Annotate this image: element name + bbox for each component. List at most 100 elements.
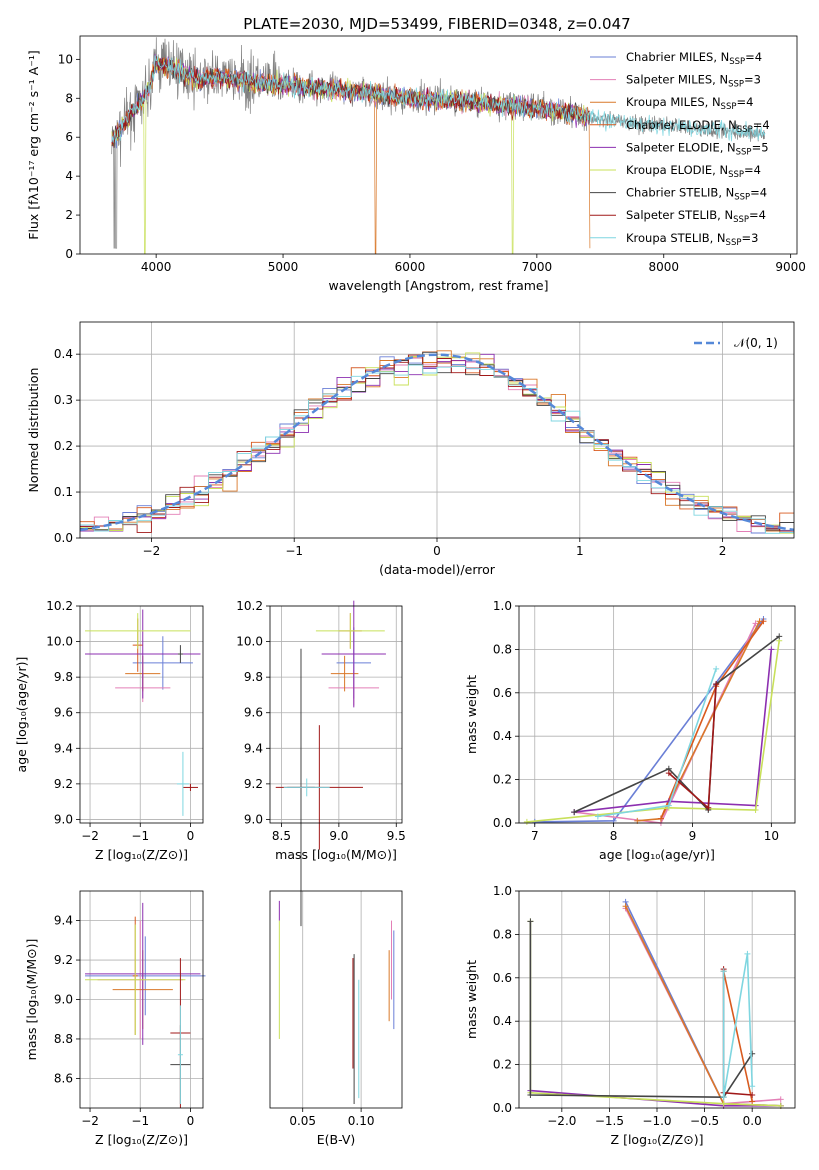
x-axis-label: (data-model)/error	[379, 562, 496, 577]
x-axis-label: E(B-V)	[317, 1132, 356, 1147]
y-tick-label: 9.6	[54, 706, 73, 720]
x-tick-label: 9.0	[329, 829, 348, 843]
y-tick-label: 9.8	[54, 670, 73, 684]
mass-vs-ebv-axes: 0.05 0.10 E(B-V)	[269, 890, 403, 1147]
y-tick-label: 6	[65, 130, 73, 144]
weight-marker	[749, 1050, 756, 1057]
spectrum-axes: 4000 5000 6000 7000 8000 9000 0 2 4 6 8 10 wavelengt…	[26, 35, 806, 293]
legend-label: Chabrier STELIB, NSSP=4	[626, 186, 767, 203]
weight-marker	[571, 809, 578, 816]
x-tick-label: 7000	[522, 260, 553, 274]
x-tick-label: 0	[187, 829, 195, 843]
x-tick-label: −1	[131, 1114, 149, 1128]
x-tick-label: −2.0	[547, 1114, 576, 1128]
weight-line-3	[722, 971, 753, 1102]
y-tick-label: 9.2	[54, 777, 73, 791]
y-tick-label: 2	[65, 208, 73, 222]
x-axis-label: Z [log₁₀(Z/Z⊙)]	[611, 1132, 704, 1147]
legend-tail: =4	[745, 50, 762, 64]
legend-tail: =4	[750, 186, 767, 200]
y-axis-label: mass weight	[464, 675, 479, 754]
y-tick-label: 9.4	[54, 914, 73, 928]
axes-frame	[269, 890, 403, 1109]
weight-marker	[523, 818, 530, 825]
weight-line-4	[574, 649, 773, 813]
y-tick-label: 0.4	[54, 347, 73, 361]
weight-marker	[665, 770, 672, 777]
y-tick-label: 9.4	[244, 741, 263, 755]
legend-sub: SSP	[737, 125, 753, 135]
axes-frame	[79, 35, 798, 255]
weight-marker	[527, 1091, 534, 1098]
legend-tail: =4	[753, 118, 770, 132]
x-axis-label: Z [log₁₀(Z/Z⊙)]	[95, 1132, 188, 1147]
plot-area	[79, 350, 795, 534]
y-tick-label: 8.8	[54, 1032, 73, 1046]
y-tick-label: 0	[65, 247, 73, 261]
y-tick-label: 9.6	[244, 706, 263, 720]
x-tick-label: −2	[143, 544, 161, 558]
age-vs-mass-axes: 8.5 9.0 9.5 9.0 9.2 9.4 9.6 9.8 10.0 10.2 mass [lo…	[236, 599, 406, 927]
legend-label: Salpeter MILES, NSSP=3	[626, 73, 761, 90]
x-tick-label: 10	[764, 829, 779, 843]
y-tick-label: 0.0	[54, 531, 73, 545]
y-tick-label: 9.0	[54, 812, 73, 826]
x-tick-label: 2	[719, 544, 727, 558]
plot-area	[111, 37, 766, 254]
y-tick-label: 8	[65, 91, 73, 105]
x-tick-label: −1	[131, 829, 149, 843]
histogram-axes: −2 −1 0 1 2 0.0 0.1 0.2 0.3 0.4 (data-model)/error…	[26, 321, 795, 577]
axes-frame	[79, 605, 204, 824]
chart-title: PLATE=2030, MJD=53499, FIBERID=0348, z=0…	[243, 15, 630, 33]
legend-tail: =3	[744, 73, 761, 87]
weight-marker	[527, 918, 534, 925]
legend-label: Kroupa ELODIE, NSSP=4	[626, 163, 761, 180]
x-tick-label: 0	[433, 544, 441, 558]
x-axis-label: age [log₁₀(age/yr)]	[599, 847, 715, 862]
x-axis-label: mass [log₁₀(M/M⊙)]	[275, 847, 397, 862]
legend-label: Chabrier MILES, NSSP=4	[626, 50, 762, 67]
y-tick-label: 1.0	[493, 599, 512, 613]
y-tick-label: 1.0	[493, 884, 512, 898]
legend-sub: SSP	[734, 193, 750, 203]
y-tick-label: 9.0	[244, 812, 263, 826]
y-tick-label: 9.0	[54, 993, 73, 1007]
weight-marker	[777, 1096, 784, 1103]
weight-line-4	[530, 1089, 781, 1107]
legend-tail: =4	[749, 208, 766, 222]
weight-marker	[713, 681, 720, 688]
axes-frame	[518, 605, 796, 824]
weight-marker	[776, 633, 783, 640]
x-tick-label: 0.0	[743, 1114, 762, 1128]
y-tick-label: 0.4	[493, 1014, 512, 1028]
weight-line-6	[529, 921, 753, 1099]
y-tick-label: 10.0	[46, 635, 73, 649]
weight-marker	[705, 804, 712, 811]
x-tick-label: 8.5	[272, 829, 291, 843]
y-tick-label: 0.2	[54, 439, 73, 453]
y-tick-label: 10.0	[236, 635, 263, 649]
x-tick-label: 0.05	[289, 1114, 316, 1128]
weight-marker	[594, 813, 601, 820]
legend-tail: =3	[741, 231, 758, 245]
model-spectrum-8	[111, 55, 766, 143]
x-tick-label: −1.5	[595, 1114, 624, 1128]
legend-tail: =5	[752, 140, 769, 154]
y-tick-label: 0.4	[493, 729, 512, 743]
legend-tail: =4	[736, 95, 753, 109]
x-tick-label: 9	[689, 829, 697, 843]
plot-area	[278, 900, 395, 1105]
weight-line-1	[574, 623, 757, 824]
x-tick-label: 9.5	[387, 829, 406, 843]
y-tick-label: 0.6	[493, 686, 512, 700]
age-vs-Z-axes: −2 −1 0 9.0 9.2 9.4 9.6 9.8 10.0 10.2 Z [log₁₀(Z/Z…	[14, 599, 204, 862]
y-tick-label: 9.2	[54, 953, 73, 967]
legend-label: Kroupa MILES, NSSP=4	[626, 95, 753, 112]
y-tick-label: 10	[58, 52, 73, 66]
weight-vs-Z-axes: −2.0 −1.5 −1.0 −0.5 0.0 0.0 0.2 0.4 0.6 0.8 1.0 Z […	[464, 884, 796, 1147]
histogram-4	[80, 353, 794, 532]
weight-marker	[744, 950, 751, 957]
plot-area	[527, 898, 784, 1109]
y-tick-label: 0.2	[493, 1058, 512, 1072]
